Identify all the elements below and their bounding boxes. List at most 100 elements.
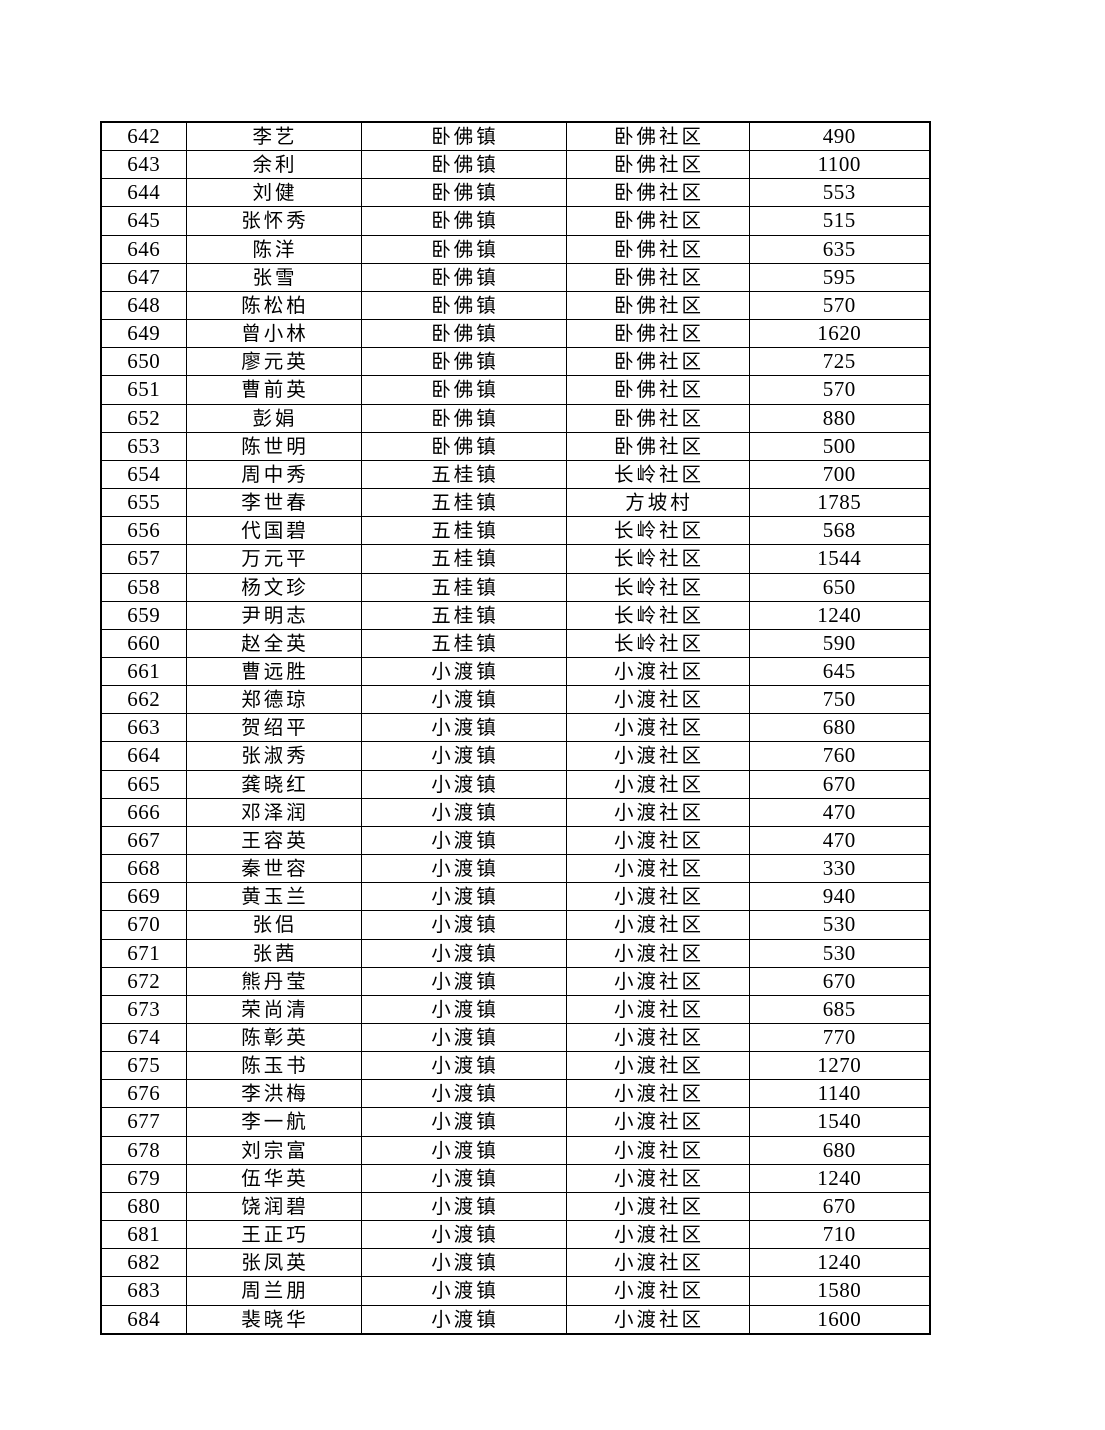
cell-amount: 635 bbox=[748, 234, 931, 264]
cell-amount: 1240 bbox=[748, 600, 931, 630]
cell-amount: 515 bbox=[748, 206, 931, 236]
table-row: 652 彭娟 卧佛镇 卧佛社区 880 bbox=[100, 403, 931, 433]
cell-name: 赵全英 bbox=[185, 628, 362, 658]
cell-amount: 1270 bbox=[748, 1051, 931, 1081]
cell-sequence: 675 bbox=[100, 1051, 187, 1081]
cell-community: 小渡社区 bbox=[565, 1304, 750, 1335]
cell-community: 小渡社区 bbox=[565, 825, 750, 856]
table-row: 684 裴晓华 小渡镇 小渡社区 1600 bbox=[100, 1304, 931, 1335]
table-row: 681 王正巧 小渡镇 小渡社区 710 bbox=[100, 1220, 931, 1250]
cell-sequence: 678 bbox=[100, 1135, 187, 1165]
cell-town: 小渡镇 bbox=[360, 1191, 567, 1222]
cell-name: 熊丹莹 bbox=[185, 966, 362, 996]
cell-name: 荣尚清 bbox=[185, 994, 362, 1025]
cell-sequence: 650 bbox=[100, 347, 187, 377]
cell-town: 卧佛镇 bbox=[360, 178, 567, 208]
table-row: 648 陈松柏 卧佛镇 卧佛社区 570 bbox=[100, 290, 931, 321]
cell-community: 小渡社区 bbox=[565, 854, 750, 884]
cell-sequence: 672 bbox=[100, 966, 187, 996]
cell-name: 彭娟 bbox=[185, 403, 362, 433]
table-row: 649 曾小林 卧佛镇 卧佛社区 1620 bbox=[100, 319, 931, 349]
cell-community: 卧佛社区 bbox=[565, 150, 750, 180]
cell-town: 小渡镇 bbox=[360, 685, 567, 715]
cell-sequence: 679 bbox=[100, 1163, 187, 1193]
cell-town: 卧佛镇 bbox=[360, 403, 567, 433]
cell-name: 王容英 bbox=[185, 825, 362, 856]
cell-amount: 940 bbox=[748, 882, 931, 912]
cell-amount: 553 bbox=[748, 178, 931, 208]
cell-name: 郑德琼 bbox=[185, 685, 362, 715]
table-row: 642 李艺 卧佛镇 卧佛社区 490 bbox=[100, 121, 931, 152]
cell-sequence: 643 bbox=[100, 150, 187, 180]
cell-name: 陈彰英 bbox=[185, 1022, 362, 1053]
cell-sequence: 647 bbox=[100, 262, 187, 292]
cell-amount: 670 bbox=[748, 966, 931, 996]
cell-name: 邓泽润 bbox=[185, 797, 362, 827]
cell-community: 卧佛社区 bbox=[565, 319, 750, 349]
cell-community: 长岭社区 bbox=[565, 572, 750, 602]
cell-community: 卧佛社区 bbox=[565, 234, 750, 264]
table-row: 677 李一航 小渡镇 小渡社区 1540 bbox=[100, 1107, 931, 1137]
cell-town: 小渡镇 bbox=[360, 1135, 567, 1165]
cell-community: 小渡社区 bbox=[565, 966, 750, 996]
cell-name: 曾小林 bbox=[185, 319, 362, 349]
table-row: 683 周兰朋 小渡镇 小渡社区 1580 bbox=[100, 1276, 931, 1306]
cell-sequence: 653 bbox=[100, 431, 187, 461]
cell-town: 小渡镇 bbox=[360, 656, 567, 687]
table-row: 672 熊丹莹 小渡镇 小渡社区 670 bbox=[100, 966, 931, 996]
cell-sequence: 646 bbox=[100, 234, 187, 264]
cell-name: 杨文珍 bbox=[185, 572, 362, 602]
cell-sequence: 659 bbox=[100, 600, 187, 630]
table-row: 663 贺绍平 小渡镇 小渡社区 680 bbox=[100, 713, 931, 743]
table-row: 670 张侣 小渡镇 小渡社区 530 bbox=[100, 910, 931, 940]
cell-name: 周兰朋 bbox=[185, 1276, 362, 1306]
cell-town: 卧佛镇 bbox=[360, 347, 567, 377]
cell-sequence: 651 bbox=[100, 375, 187, 405]
cell-name: 龚晓红 bbox=[185, 769, 362, 799]
table-row: 651 曹前英 卧佛镇 卧佛社区 570 bbox=[100, 375, 931, 405]
cell-town: 卧佛镇 bbox=[360, 290, 567, 321]
cell-community: 长岭社区 bbox=[565, 600, 750, 630]
table-row: 667 王容英 小渡镇 小渡社区 470 bbox=[100, 825, 931, 856]
cell-amount: 530 bbox=[748, 938, 931, 968]
cell-community: 小渡社区 bbox=[565, 656, 750, 687]
cell-name: 代国碧 bbox=[185, 516, 362, 546]
cell-name: 张怀秀 bbox=[185, 206, 362, 236]
cell-town: 五桂镇 bbox=[360, 488, 567, 518]
cell-town: 小渡镇 bbox=[360, 966, 567, 996]
cell-town: 小渡镇 bbox=[360, 1022, 567, 1053]
cell-name: 李一航 bbox=[185, 1107, 362, 1137]
cell-community: 小渡社区 bbox=[565, 1079, 750, 1109]
cell-town: 卧佛镇 bbox=[360, 121, 567, 152]
cell-community: 卧佛社区 bbox=[565, 290, 750, 321]
cell-sequence: 648 bbox=[100, 290, 187, 321]
cell-community: 卧佛社区 bbox=[565, 347, 750, 377]
cell-amount: 1240 bbox=[748, 1163, 931, 1193]
cell-sequence: 684 bbox=[100, 1304, 187, 1335]
cell-amount: 645 bbox=[748, 656, 931, 687]
table-row: 680 饶润碧 小渡镇 小渡社区 670 bbox=[100, 1191, 931, 1222]
cell-town: 五桂镇 bbox=[360, 572, 567, 602]
cell-town: 卧佛镇 bbox=[360, 375, 567, 405]
cell-name: 秦世容 bbox=[185, 854, 362, 884]
cell-town: 卧佛镇 bbox=[360, 150, 567, 180]
cell-sequence: 644 bbox=[100, 178, 187, 208]
cell-name: 万元平 bbox=[185, 544, 362, 574]
cell-name: 张侣 bbox=[185, 910, 362, 940]
cell-sequence: 669 bbox=[100, 882, 187, 912]
table-row: 671 张茜 小渡镇 小渡社区 530 bbox=[100, 938, 931, 968]
cell-name: 曹远胜 bbox=[185, 656, 362, 687]
table-row: 646 陈洋 卧佛镇 卧佛社区 635 bbox=[100, 234, 931, 264]
table-row: 659 尹明志 五桂镇 长岭社区 1240 bbox=[100, 600, 931, 630]
cell-community: 卧佛社区 bbox=[565, 178, 750, 208]
cell-sequence: 658 bbox=[100, 572, 187, 602]
cell-name: 陈洋 bbox=[185, 234, 362, 264]
cell-name: 廖元英 bbox=[185, 347, 362, 377]
cell-community: 卧佛社区 bbox=[565, 262, 750, 292]
table-row: 661 曹远胜 小渡镇 小渡社区 645 bbox=[100, 656, 931, 687]
cell-town: 小渡镇 bbox=[360, 741, 567, 771]
cell-town: 卧佛镇 bbox=[360, 206, 567, 236]
cell-sequence: 649 bbox=[100, 319, 187, 349]
cell-name: 裴晓华 bbox=[185, 1304, 362, 1335]
cell-community: 小渡社区 bbox=[565, 938, 750, 968]
